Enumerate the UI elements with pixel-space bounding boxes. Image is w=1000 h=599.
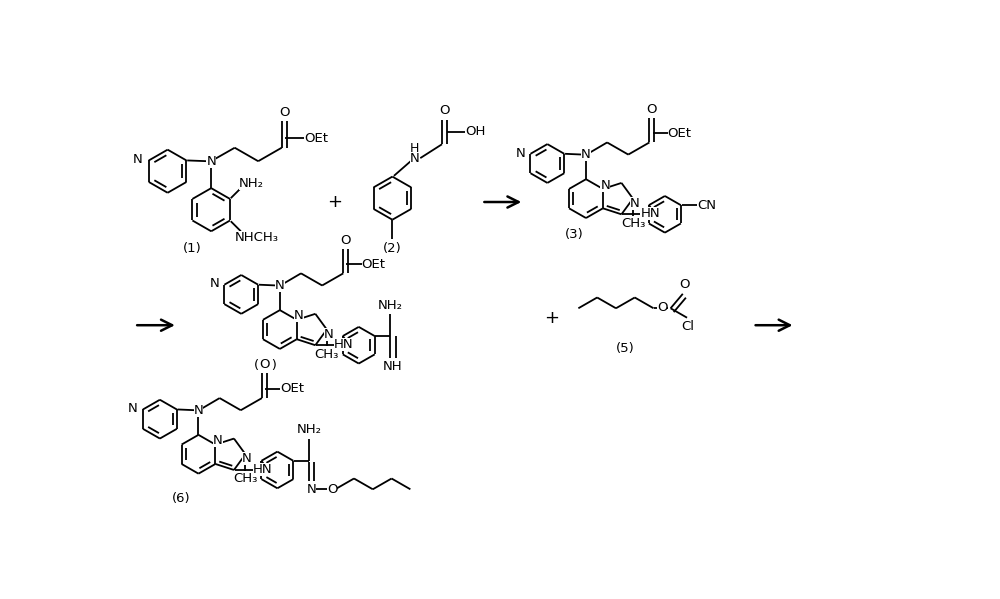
Text: CN: CN [697, 199, 716, 211]
Text: NC: NC [383, 243, 402, 256]
Text: NHCH₃: NHCH₃ [234, 231, 278, 244]
Text: N: N [324, 328, 333, 341]
Text: O: O [657, 301, 667, 314]
Text: HN: HN [253, 462, 272, 476]
Text: HN: HN [334, 338, 354, 351]
Text: (3): (3) [565, 228, 584, 241]
Text: N: N [242, 452, 252, 465]
Text: N: N [294, 310, 304, 322]
Text: N: N [516, 147, 525, 159]
Text: (2): (2) [383, 243, 402, 256]
Text: CH₃: CH₃ [315, 347, 339, 361]
Text: N: N [133, 153, 143, 166]
Text: NH₂: NH₂ [296, 423, 321, 437]
Text: O: O [647, 103, 657, 116]
Text: +: + [544, 308, 559, 326]
Text: N: N [275, 279, 285, 292]
Text: N: N [600, 179, 610, 192]
Text: Cl: Cl [681, 320, 694, 334]
Text: N: N [581, 148, 591, 161]
Text: OH: OH [465, 125, 485, 138]
Text: NH: NH [383, 361, 403, 373]
Text: N: N [206, 155, 216, 168]
Text: (4 ): (4 ) [254, 359, 277, 373]
Text: HN: HN [640, 207, 660, 220]
Text: NH₂: NH₂ [239, 177, 264, 190]
Text: +: + [327, 193, 342, 211]
Text: O: O [341, 234, 351, 247]
Text: O: O [327, 483, 337, 496]
Text: CH₃: CH₃ [233, 473, 258, 485]
Text: O: O [679, 278, 690, 291]
Text: N: N [307, 483, 316, 496]
Text: OEt: OEt [280, 382, 304, 395]
Text: (1): (1) [182, 242, 201, 255]
Text: O: O [279, 106, 290, 119]
Text: O: O [259, 358, 270, 371]
Text: (5): (5) [616, 342, 634, 355]
Text: N: N [194, 404, 203, 417]
Text: (6): (6) [172, 492, 191, 505]
Text: N: N [213, 434, 223, 447]
Text: CH₃: CH₃ [621, 217, 645, 230]
Text: OEt: OEt [668, 127, 692, 140]
Text: O: O [439, 104, 450, 117]
Text: N: N [128, 402, 138, 415]
Text: N: N [410, 152, 420, 165]
Text: NH₂: NH₂ [378, 299, 403, 311]
Text: OEt: OEt [304, 132, 328, 145]
Text: H: H [410, 141, 420, 155]
Text: OEt: OEt [362, 258, 386, 271]
Text: N: N [209, 277, 219, 291]
Text: N: N [630, 196, 639, 210]
